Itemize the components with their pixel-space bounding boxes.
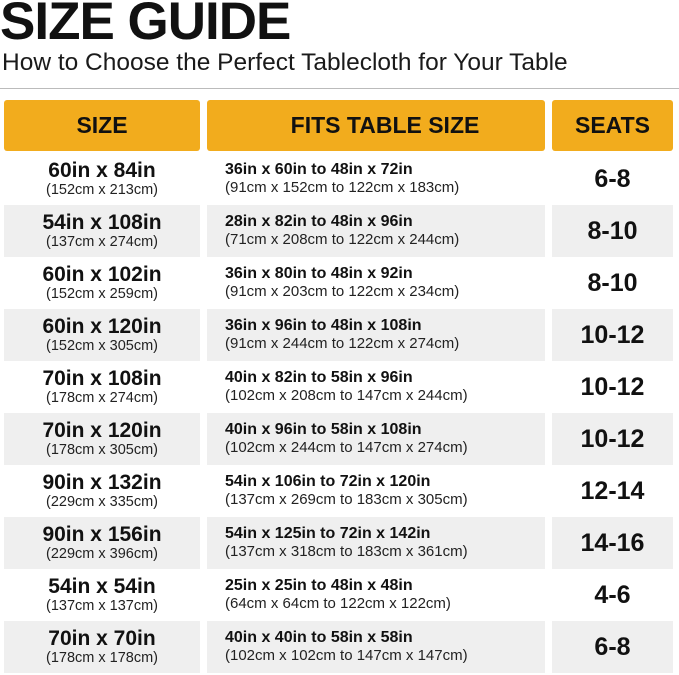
seats-cell: 10-12 [552,413,673,465]
size-cm: (137cm x 274cm) [45,233,158,250]
size-table: SIZE FITS TABLE SIZE SEATS 60in x 84in (… [4,100,673,673]
fits-inches: 40in x 96in to 58in x 108in [225,421,422,438]
seats-value: 4-6 [594,580,631,609]
size-inches: 70in x 120in [42,418,162,442]
table-row: 54in x 108in (137cm x 274cm) 28in x 82in… [4,205,673,257]
fits-inches: 25in x 25in to 48in x 48in [225,577,413,594]
size-cm: (229cm x 396cm) [45,545,158,562]
size-cm: (152cm x 305cm) [45,337,158,354]
seats-value: 8-10 [587,268,638,297]
table-row: 90in x 156in (229cm x 396cm) 54in x 125i… [4,517,673,569]
page-subtitle: How to Choose the Perfect Tablecloth for… [2,49,568,76]
seats-value: 10-12 [580,320,645,349]
header-size: SIZE [4,100,200,151]
seats-value: 12-14 [580,476,645,505]
size-inches: 70in x 108in [42,366,162,390]
fits-inches: 36in x 80in to 48in x 92in [225,265,413,282]
size-cm: (178cm x 305cm) [45,441,158,458]
seats-cell: 10-12 [552,361,673,413]
divider [0,88,679,89]
fits-cell: 36in x 60in to 48in x 72in (91cm x 152cm… [207,153,545,205]
fits-cm: (137cm x 269cm to 183cm x 305cm) [225,491,468,508]
page-title: SIZE GUIDE [0,0,291,51]
size-inches: 90in x 132in [42,470,162,494]
fits-cell: 54in x 106in to 72in x 120in (137cm x 26… [207,465,545,517]
size-cell: 70in x 70in (178cm x 178cm) [4,621,200,673]
size-inches: 70in x 70in [48,626,156,650]
seats-value: 10-12 [580,424,645,453]
fits-inches: 54in x 125in to 72in x 142in [225,525,431,542]
size-cm: (229cm x 335cm) [45,493,158,510]
seats-cell: 6-8 [552,153,673,205]
fits-cm: (102cm x 208cm to 147cm x 244cm) [225,387,468,404]
table-header: SIZE FITS TABLE SIZE SEATS [4,100,673,151]
seats-cell: 12-14 [552,465,673,517]
table-row: 90in x 132in (229cm x 335cm) 54in x 106i… [4,465,673,517]
seats-cell: 8-10 [552,205,673,257]
fits-cell: 40in x 40in to 58in x 58in (102cm x 102c… [207,621,545,673]
fits-inches: 40in x 82in to 58in x 96in [225,369,413,386]
table-row: 60in x 120in (152cm x 305cm) 36in x 96in… [4,309,673,361]
seats-value: 6-8 [594,164,631,193]
size-inches: 54in x 108in [42,210,162,234]
table-row: 70in x 70in (178cm x 178cm) 40in x 40in … [4,621,673,673]
fits-inches: 54in x 106in to 72in x 120in [225,473,431,490]
seats-cell: 8-10 [552,257,673,309]
table-row: 70in x 108in (178cm x 274cm) 40in x 82in… [4,361,673,413]
seats-value: 14-16 [580,528,645,557]
size-cell: 54in x 108in (137cm x 274cm) [4,205,200,257]
size-cell: 90in x 132in (229cm x 335cm) [4,465,200,517]
fits-cell: 40in x 82in to 58in x 96in (102cm x 208c… [207,361,545,413]
fits-inches: 28in x 82in to 48in x 96in [225,213,413,230]
table-row: 70in x 120in (178cm x 305cm) 40in x 96in… [4,413,673,465]
seats-value: 8-10 [587,216,638,245]
fits-cell: 36in x 80in to 48in x 92in (91cm x 203cm… [207,257,545,309]
size-cm: (137cm x 137cm) [45,597,158,614]
size-cell: 90in x 156in (229cm x 396cm) [4,517,200,569]
seats-cell: 10-12 [552,309,673,361]
header-seats: SEATS [552,100,673,151]
fits-cm: (102cm x 244cm to 147cm x 274cm) [225,439,468,456]
seats-cell: 6-8 [552,621,673,673]
fits-cm: (91cm x 203cm to 122cm x 234cm) [225,283,460,300]
size-cell: 60in x 84in (152cm x 213cm) [4,153,200,205]
fits-cm: (102cm x 102cm to 147cm x 147cm) [225,647,468,664]
seats-cell: 14-16 [552,517,673,569]
header-fits-table-size: FITS TABLE SIZE [207,100,545,151]
size-inches: 60in x 120in [42,314,162,338]
size-inches: 60in x 84in [48,158,156,182]
fits-cm: (91cm x 152cm to 122cm x 183cm) [225,179,460,196]
fits-cm: (71cm x 208cm to 122cm x 244cm) [225,231,460,248]
size-inches: 60in x 102in [42,262,162,286]
seats-value: 10-12 [580,372,645,401]
fits-cell: 40in x 96in to 58in x 108in (102cm x 244… [207,413,545,465]
size-cell: 70in x 120in (178cm x 305cm) [4,413,200,465]
table-row: 60in x 84in (152cm x 213cm) 36in x 60in … [4,153,673,205]
size-cm: (152cm x 213cm) [45,181,158,198]
fits-inches: 36in x 60in to 48in x 72in [225,161,413,178]
fits-cm: (137cm x 318cm to 183cm x 361cm) [225,543,468,560]
size-cm: (178cm x 178cm) [45,649,158,666]
fits-cell: 28in x 82in to 48in x 96in (71cm x 208cm… [207,205,545,257]
fits-cell: 25in x 25in to 48in x 48in (64cm x 64cm … [207,569,545,621]
size-cell: 60in x 102in (152cm x 259cm) [4,257,200,309]
fits-cell: 54in x 125in to 72in x 142in (137cm x 31… [207,517,545,569]
fits-cell: 36in x 96in to 48in x 108in (91cm x 244c… [207,309,545,361]
size-cell: 54in x 54in (137cm x 137cm) [4,569,200,621]
table-row: 60in x 102in (152cm x 259cm) 36in x 80in… [4,257,673,309]
size-inches: 54in x 54in [48,574,156,598]
fits-cm: (64cm x 64cm to 122cm x 122cm) [225,595,451,612]
size-inches: 90in x 156in [42,522,162,546]
fits-cm: (91cm x 244cm to 122cm x 274cm) [225,335,460,352]
size-cell: 70in x 108in (178cm x 274cm) [4,361,200,413]
fits-inches: 40in x 40in to 58in x 58in [225,629,413,646]
size-cell: 60in x 120in (152cm x 305cm) [4,309,200,361]
table-row: 54in x 54in (137cm x 137cm) 25in x 25in … [4,569,673,621]
seats-cell: 4-6 [552,569,673,621]
size-cm: (178cm x 274cm) [45,389,158,406]
size-cm: (152cm x 259cm) [45,285,158,302]
seats-value: 6-8 [594,632,631,661]
fits-inches: 36in x 96in to 48in x 108in [225,317,422,334]
